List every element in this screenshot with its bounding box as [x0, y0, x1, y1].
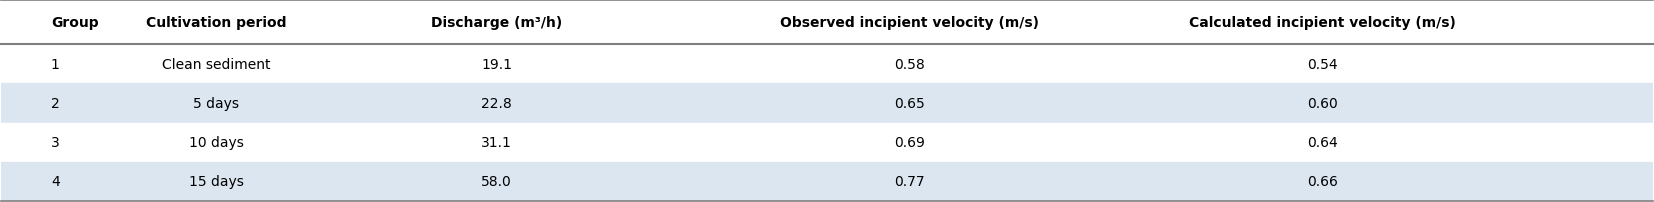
- Text: 58.0: 58.0: [481, 174, 513, 188]
- Text: 0.58: 0.58: [895, 58, 925, 72]
- Text: 0.65: 0.65: [895, 97, 925, 110]
- Text: Clean sediment: Clean sediment: [162, 58, 270, 72]
- Text: 0.66: 0.66: [1307, 174, 1338, 188]
- Text: 3: 3: [51, 135, 60, 149]
- Text: 1: 1: [51, 58, 60, 72]
- Text: 5 days: 5 days: [194, 97, 240, 110]
- Bar: [2, 123, 1652, 162]
- Text: Observed incipient velocity (m/s): Observed incipient velocity (m/s): [781, 16, 1039, 30]
- Text: 2: 2: [51, 97, 60, 110]
- Text: 4: 4: [51, 174, 60, 188]
- Text: 10 days: 10 days: [189, 135, 243, 149]
- Text: 31.1: 31.1: [481, 135, 513, 149]
- Text: Cultivation period: Cultivation period: [146, 16, 286, 30]
- Text: 0.64: 0.64: [1307, 135, 1338, 149]
- Text: 0.69: 0.69: [895, 135, 925, 149]
- Bar: [2, 45, 1652, 84]
- Text: 19.1: 19.1: [481, 58, 513, 72]
- Bar: [2, 162, 1652, 201]
- Text: Group: Group: [51, 16, 99, 30]
- Text: 0.77: 0.77: [895, 174, 925, 188]
- Text: Discharge (m³/h): Discharge (m³/h): [432, 16, 562, 30]
- Text: 15 days: 15 days: [189, 174, 243, 188]
- Text: Calculated incipient velocity (m/s): Calculated incipient velocity (m/s): [1189, 16, 1456, 30]
- Text: 0.54: 0.54: [1307, 58, 1338, 72]
- Text: 0.60: 0.60: [1307, 97, 1338, 110]
- Bar: [2, 84, 1652, 123]
- Bar: [2, 1, 1652, 45]
- Text: 22.8: 22.8: [481, 97, 513, 110]
